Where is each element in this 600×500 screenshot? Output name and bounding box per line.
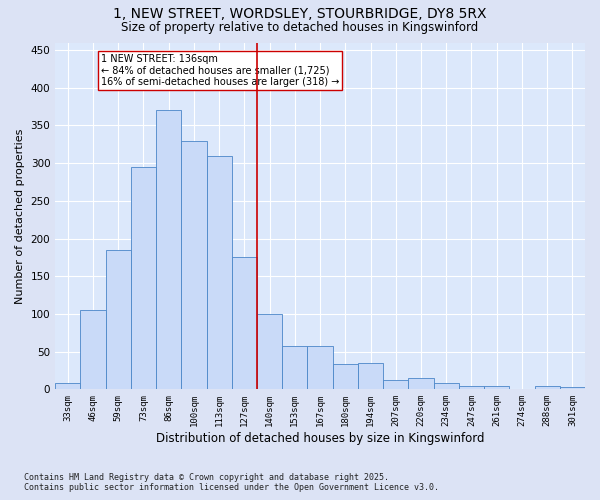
Bar bbox=[383, 380, 409, 390]
Bar bbox=[307, 346, 332, 390]
Bar bbox=[80, 310, 106, 390]
Bar bbox=[358, 363, 383, 390]
Text: 1 NEW STREET: 136sqm
← 84% of detached houses are smaller (1,725)
16% of semi-de: 1 NEW STREET: 136sqm ← 84% of detached h… bbox=[101, 54, 339, 87]
Bar bbox=[509, 388, 535, 390]
Bar bbox=[484, 386, 509, 390]
Text: 1, NEW STREET, WORDSLEY, STOURBRIDGE, DY8 5RX: 1, NEW STREET, WORDSLEY, STOURBRIDGE, DY… bbox=[113, 8, 487, 22]
Bar bbox=[560, 387, 585, 390]
Bar bbox=[131, 167, 156, 390]
Text: Contains HM Land Registry data © Crown copyright and database right 2025.
Contai: Contains HM Land Registry data © Crown c… bbox=[24, 473, 439, 492]
Bar bbox=[409, 378, 434, 390]
Bar bbox=[332, 364, 358, 390]
Bar bbox=[257, 314, 282, 390]
Bar bbox=[535, 386, 560, 390]
Bar bbox=[156, 110, 181, 390]
X-axis label: Distribution of detached houses by size in Kingswinford: Distribution of detached houses by size … bbox=[156, 432, 484, 445]
Y-axis label: Number of detached properties: Number of detached properties bbox=[15, 128, 25, 304]
Bar bbox=[282, 346, 307, 390]
Bar bbox=[459, 386, 484, 390]
Bar bbox=[434, 384, 459, 390]
Bar bbox=[106, 250, 131, 390]
Bar bbox=[206, 156, 232, 390]
Bar bbox=[55, 384, 80, 390]
Text: Size of property relative to detached houses in Kingswinford: Size of property relative to detached ho… bbox=[121, 21, 479, 34]
Bar bbox=[181, 140, 206, 390]
Bar bbox=[232, 258, 257, 390]
